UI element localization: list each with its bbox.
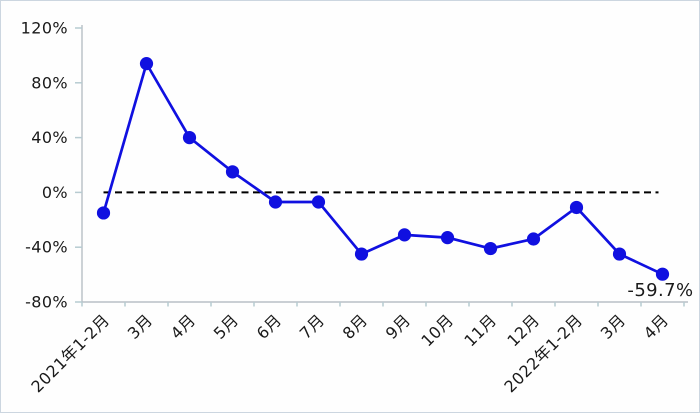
x-axis-label: 2021年1-2月 — [27, 310, 113, 396]
x-axis-label: 11月 — [460, 310, 500, 350]
series-line — [102, 62, 664, 276]
data-point-marker — [96, 206, 111, 220]
data-point-marker — [655, 267, 670, 281]
y-axis-label: -40% — [25, 238, 68, 257]
y-axis-label: -80% — [25, 293, 68, 312]
data-label: -59.7% — [627, 280, 693, 301]
x-axis-label: 6月 — [253, 310, 286, 343]
y-axis-label: 40% — [31, 128, 68, 147]
x-axis-label: 3月 — [597, 310, 630, 343]
x-axis-label: 9月 — [382, 310, 415, 343]
y-axis-label: 80% — [31, 73, 68, 92]
y-axis-label: 0% — [42, 183, 68, 202]
data-point-marker — [225, 165, 240, 179]
data-point-marker — [182, 131, 197, 145]
x-axis-label: 4月 — [640, 310, 673, 343]
data-point-marker — [526, 232, 541, 246]
data-point-marker — [311, 195, 326, 209]
x-axis-label: 10月 — [417, 310, 457, 350]
x-axis-label: 7月 — [296, 310, 329, 343]
data-point-marker — [440, 231, 455, 245]
data-point-marker — [397, 228, 412, 242]
y-axis-label: 120% — [21, 19, 68, 38]
x-axis-label: 5月 — [210, 310, 243, 343]
x-axis-label: 12月 — [503, 310, 543, 350]
x-axis-label: 8月 — [339, 310, 372, 343]
data-point-marker — [354, 247, 369, 261]
data-point-marker — [268, 195, 283, 209]
data-point-marker — [139, 57, 154, 71]
data-point-marker — [483, 241, 498, 256]
data-point-marker — [612, 247, 627, 261]
x-axis-label: 3月 — [124, 310, 157, 343]
x-axis-label: 2022年1-2月 — [500, 310, 586, 396]
x-axis-label: 4月 — [167, 310, 200, 343]
data-point-marker — [569, 200, 584, 215]
